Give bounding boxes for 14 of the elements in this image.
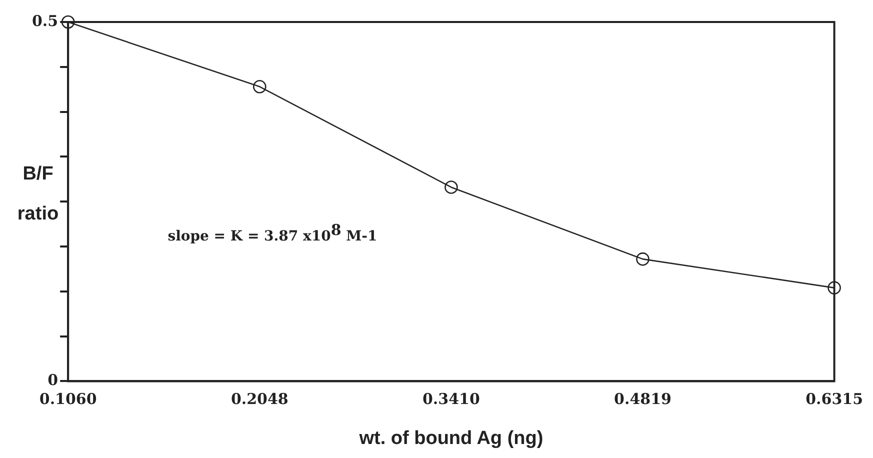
point (61, 15, 75, 29)
x-tick-label: 0.1060 (39, 390, 97, 408)
x-tick-label: 0.3410 (422, 390, 480, 408)
x-tick-label: 0.2048 (230, 390, 288, 408)
point (444, 180, 458, 194)
point (252, 80, 266, 94)
point (636, 252, 650, 266)
y-tick-label: 0.5 (32, 12, 58, 30)
y-axis-title: B/F ratio (17, 164, 59, 225)
x-tick-label: 0.4819 (614, 390, 672, 408)
point (828, 281, 841, 294)
x-tick-label: 0.6315 (806, 390, 864, 408)
y-tick-label: 0 (48, 371, 58, 390)
x-axis-title: wt. of bound Ag (ng) (358, 428, 544, 449)
